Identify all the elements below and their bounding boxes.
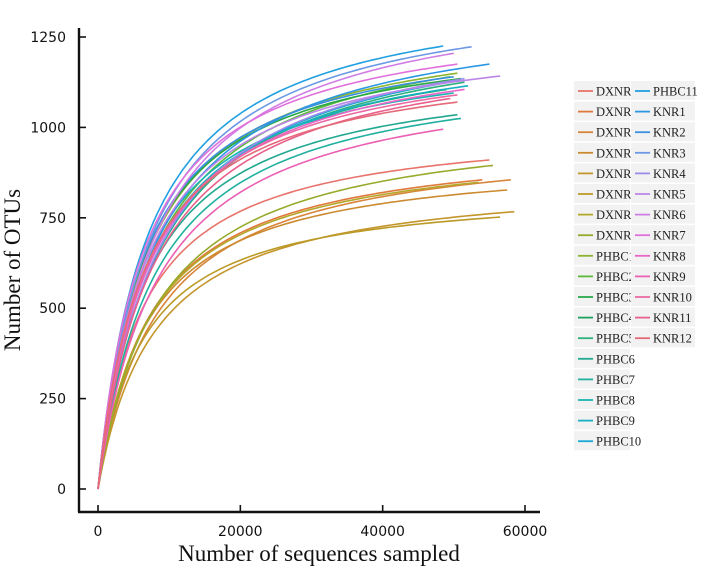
legend: DXNR1 DXNR2 DXNR3 DXNR4 DXNR5 DXNR6 DXNR7 DXNR8… (570, 80, 700, 468)
legend-item-bg (631, 122, 695, 142)
legend-label: PHBC2 (596, 270, 635, 284)
legend-item-bg (631, 204, 695, 224)
legend-item-bg (631, 245, 695, 265)
legend-label: KNR2 (653, 126, 686, 140)
legend-label: PHBC11 (653, 85, 698, 99)
series-line-phbc7 (97, 117, 462, 490)
y-tick-label: 0 (57, 482, 66, 498)
legend-label: KNR4 (653, 167, 686, 181)
x-tick-label: 0 (94, 524, 103, 540)
legend-label: DXNR4 (596, 146, 638, 160)
legend-label: PHBC1 (596, 249, 635, 263)
legend-label: KNR11 (653, 311, 691, 325)
legend-item-bg (574, 328, 630, 348)
legend-item-bg (574, 287, 630, 306)
legend-label: DXNR6 (596, 188, 638, 202)
legend-item-bg (574, 184, 630, 203)
legend-label: PHBC7 (596, 373, 635, 387)
x-tick-label: 60000 (503, 524, 548, 540)
legend-label: DXNR8 (596, 229, 638, 243)
series-line-dxnr8 (97, 164, 494, 490)
legend-label: DXNR5 (596, 167, 638, 181)
series-line-knr7 (97, 63, 458, 490)
y-axis-title: Number of OTUs (0, 189, 25, 351)
series-line-dxnr3 (97, 179, 511, 490)
y-tick-label: 500 (39, 301, 66, 317)
legend-item-bg (574, 431, 630, 451)
series-line-knr5 (97, 75, 501, 490)
legend-label: KNR3 (653, 146, 686, 160)
legend-label: PHBC3 (596, 291, 635, 305)
legend-label: PHBC8 (596, 394, 635, 408)
x-tick-label: 40000 (360, 524, 405, 540)
legend-label: DXNR1 (596, 85, 638, 99)
y-tick-label: 250 (39, 392, 66, 408)
legend-item-bg (631, 142, 695, 162)
series-line-knr10 (97, 94, 458, 490)
series-line-knr11 (97, 97, 451, 490)
legend-item-bg (574, 101, 630, 121)
x-axis-title: Number of sequences sampled (178, 541, 460, 566)
legend-item-bg (631, 266, 695, 286)
legend-item-bg (574, 307, 630, 327)
legend-label: DXNR3 (596, 126, 638, 140)
legend-item-bg (631, 81, 695, 100)
legend-item-bg (574, 142, 630, 162)
legend-label: KNR10 (653, 291, 692, 305)
legend-item-bg (574, 390, 630, 409)
legend-label: KNR7 (653, 229, 686, 243)
legend-label: DXNR2 (596, 105, 638, 119)
legend-label: PHBC4 (596, 311, 636, 325)
ticks-layer: 0 250 500 750 1000 1250 0 20000 40000 60000 (30, 30, 547, 540)
legend-item-bg (631, 328, 695, 348)
legend-item-bg (574, 204, 630, 224)
legend-label: KNR8 (653, 249, 686, 263)
legend-label: KNR6 (653, 208, 686, 222)
legend-label: KNR12 (653, 332, 692, 346)
legend-item-bg (574, 122, 630, 142)
legend-label: DXNR7 (596, 208, 638, 222)
legend-label: KNR9 (653, 270, 686, 284)
legend-item-bg (574, 410, 630, 430)
series-line-knr3 (97, 46, 472, 490)
legend-label: PHBC9 (596, 414, 635, 428)
legend-item-bg (631, 163, 695, 183)
legend-item-bg (574, 81, 630, 100)
axes-layer (77, 28, 540, 514)
legend-label: KNR5 (653, 188, 686, 202)
y-tick-label: 1250 (30, 30, 66, 46)
legend-label: PHBC5 (596, 332, 635, 346)
legend-item-bg (631, 307, 695, 327)
series-line-knr9 (97, 128, 444, 490)
legend-item-bg (574, 225, 630, 245)
legend-item-bg (574, 245, 630, 265)
series-line-dxnr6 (97, 216, 501, 490)
legend-label: KNR1 (653, 105, 686, 119)
legend-item-bg (574, 348, 630, 368)
y-tick-label: 1000 (30, 120, 66, 136)
legend-item-bg (574, 266, 630, 286)
legend-item-bg (631, 225, 695, 245)
series-line-phbc11 (97, 45, 444, 490)
legend-item-bg (574, 369, 630, 389)
legend-item-bg (631, 287, 695, 306)
y-tick-label: 750 (39, 211, 66, 227)
series-layer (97, 45, 515, 490)
legend-item-bg (631, 184, 695, 203)
legend-label: PHBC6 (596, 352, 635, 366)
series-line-knr12 (97, 101, 458, 490)
legend-item-bg (631, 101, 695, 121)
legend-item-bg (574, 163, 630, 183)
x-tick-label: 20000 (218, 524, 263, 540)
legend-label: PHBC10 (596, 435, 641, 449)
series-line-dxnr5 (97, 210, 515, 490)
